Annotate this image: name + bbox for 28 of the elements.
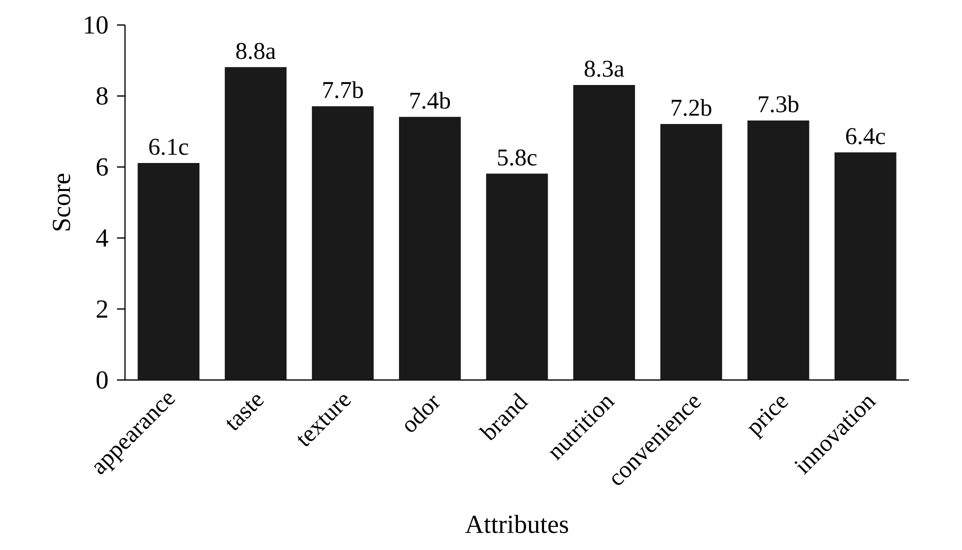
bar: [224, 67, 287, 380]
y-tick-label: 0: [96, 371, 108, 389]
y-tick-label: 8: [96, 87, 108, 105]
data-label: 7.4b: [410, 92, 450, 109]
data-label: 8.3a: [584, 60, 624, 77]
data-label: 7.7b: [323, 81, 363, 98]
x-tick-label: odor: [405, 395, 440, 432]
bar: [747, 120, 810, 380]
bar: [834, 152, 896, 380]
data-label: 7.2b: [672, 98, 712, 116]
bar: [312, 106, 374, 380]
x-axis-title: Attributes: [465, 514, 568, 534]
bar: [486, 174, 548, 380]
bar: [138, 163, 200, 380]
data-label: 5.8c: [498, 149, 537, 166]
bar: [573, 84, 635, 380]
data-label: 8.8a: [236, 42, 276, 60]
y-tick-label: 10: [84, 16, 108, 34]
x-tick-label: taste: [226, 395, 264, 430]
bar: [660, 124, 722, 380]
y-axis-title: Score: [52, 174, 70, 230]
data-label: 7.3b: [758, 95, 798, 112]
data-label: 6.1c: [149, 138, 188, 156]
y-tick-label: 6: [96, 158, 108, 176]
y-tick-label: 4: [96, 229, 108, 247]
bar: [399, 116, 461, 380]
data-label: 6.4c: [846, 128, 886, 144]
y-tick-label: 2: [96, 300, 108, 318]
